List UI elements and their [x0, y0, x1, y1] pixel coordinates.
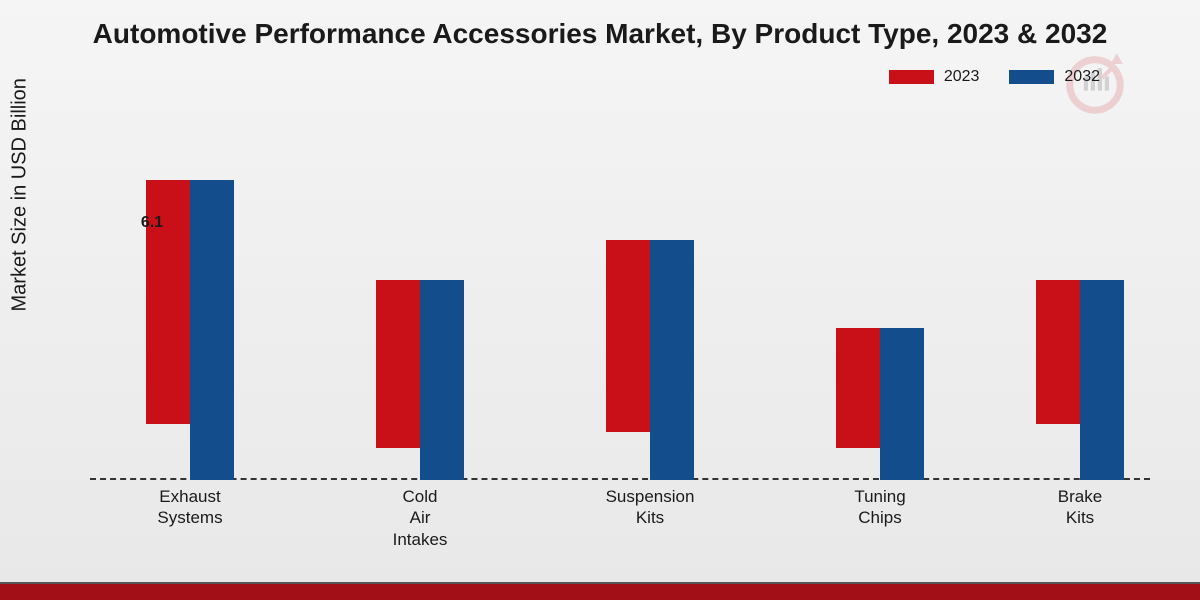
bar: [420, 280, 464, 480]
footer-bar: [0, 584, 1200, 600]
bar: [1036, 280, 1080, 424]
x-tick-label: ExhaustSystems: [130, 486, 250, 529]
bar: [190, 180, 234, 480]
legend-swatch: [1009, 70, 1054, 84]
legend-item-2032: 2032: [1009, 68, 1100, 86]
x-axis: ExhaustSystems ColdAirIntakes SuspensionKi…: [90, 480, 1150, 560]
bar-group: [1020, 280, 1140, 480]
bar: [376, 280, 420, 448]
plot-area: 6.1: [90, 120, 1150, 480]
bar: [650, 240, 694, 480]
y-axis-label: Market Size in USD Billion: [9, 78, 32, 311]
bar-value-label: 6.1: [130, 214, 174, 232]
legend-label: 2023: [944, 68, 980, 86]
x-tick-label: BrakeKits: [1020, 486, 1140, 529]
bar-group: [590, 240, 710, 480]
legend-label: 2032: [1064, 68, 1100, 86]
x-tick-label: SuspensionKits: [590, 486, 710, 529]
legend-item-2023: 2023: [889, 68, 980, 86]
bar-group: [360, 280, 480, 480]
bar: [606, 240, 650, 432]
legend: 2023 2032: [889, 68, 1100, 86]
bar: [1080, 280, 1124, 480]
chart-title: Automotive Performance Accessories Marke…: [0, 0, 1200, 50]
x-tick-label: ColdAirIntakes: [360, 486, 480, 550]
bar: [836, 328, 880, 448]
bar-group: 6.1: [130, 180, 250, 480]
legend-swatch: [889, 70, 934, 84]
bar-group: [820, 328, 940, 480]
bar: [880, 328, 924, 480]
x-tick-label: TuningChips: [820, 486, 940, 529]
